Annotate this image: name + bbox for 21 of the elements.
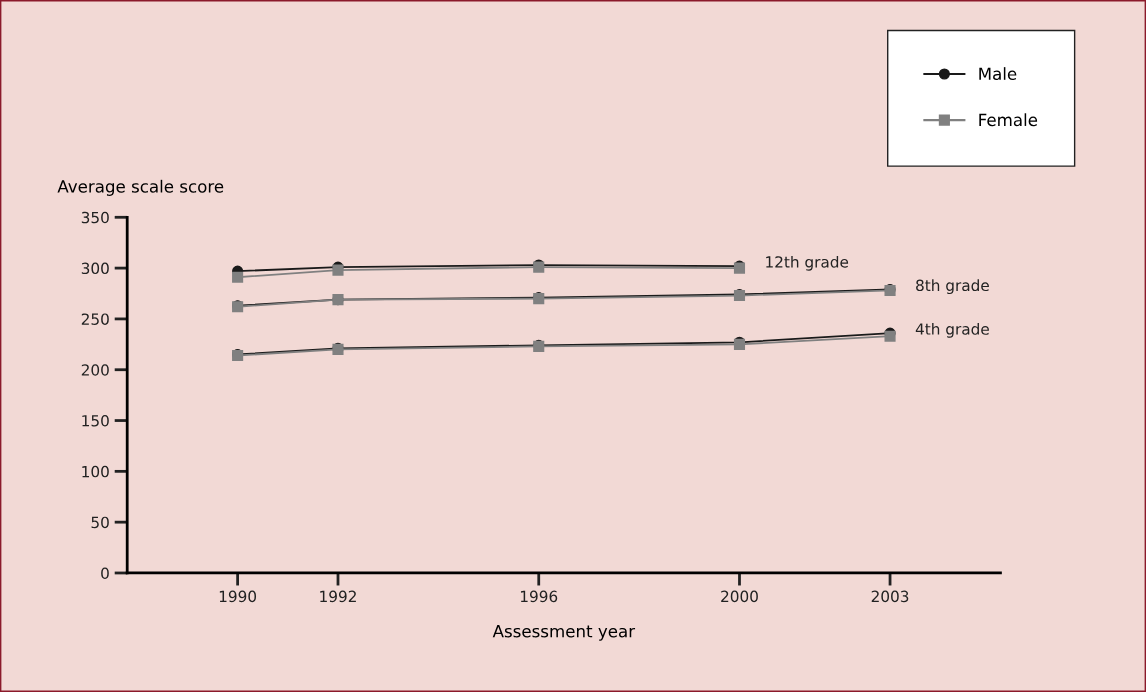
legend-label: Female (979, 113, 1038, 127)
y-axis-title: Average scale score (57, 179, 224, 196)
y-tick-label: 200 (81, 364, 109, 376)
y-tick-label: 150 (82, 415, 109, 427)
y-tick-label: 300 (81, 262, 109, 275)
x-tick-label: 2000 (721, 590, 758, 603)
y-tick-label: 350 (81, 211, 109, 224)
annotation: 4th grade (915, 322, 989, 338)
y-tick-label: 250 (81, 313, 109, 325)
x-axis-title: Assessment year (492, 625, 636, 641)
annotation: 8th grade (916, 279, 989, 295)
y-tick-label: 0 (101, 567, 109, 579)
annotation: 12th grade (766, 255, 849, 271)
x-tick-label: 2003 (871, 590, 909, 603)
x-tick-label: 1990 (219, 590, 257, 603)
x-tick-label: 1996 (520, 590, 558, 603)
x-tick-label: 1992 (320, 590, 356, 603)
point (232, 271, 244, 283)
legend-label: Male (979, 67, 1017, 81)
y-tick-label: 100 (82, 465, 109, 478)
y-tick-label: 50 (91, 516, 109, 529)
